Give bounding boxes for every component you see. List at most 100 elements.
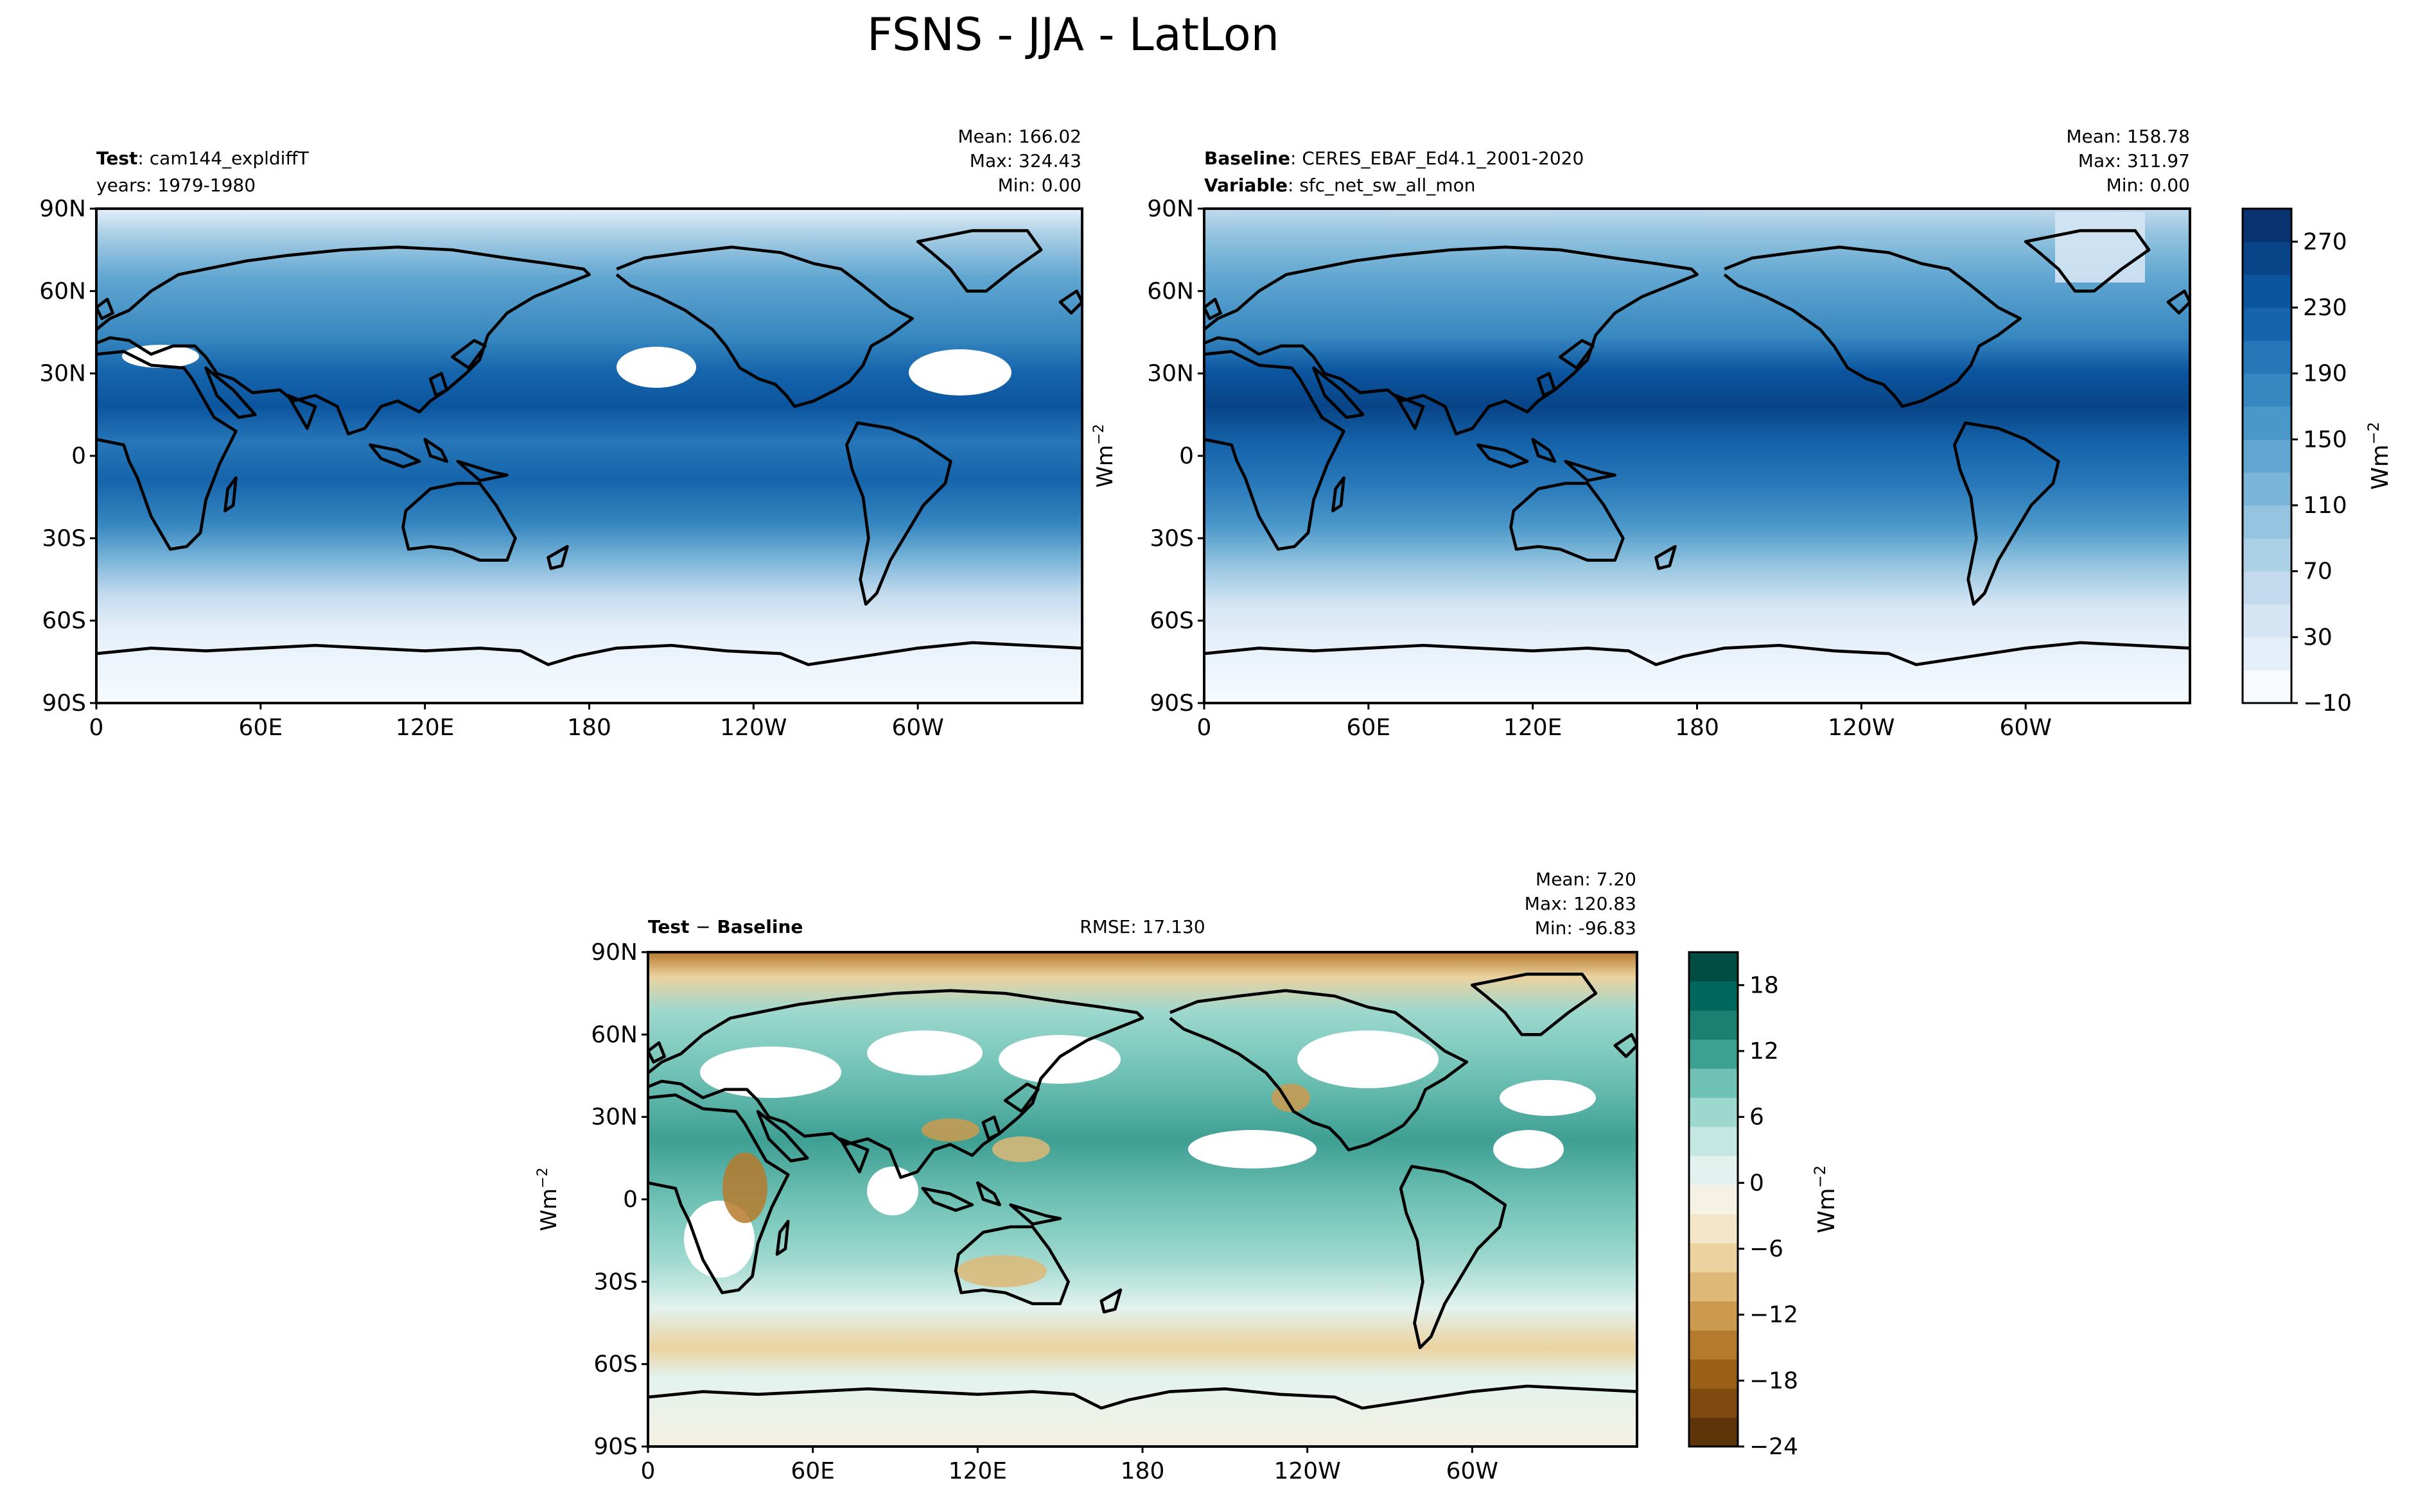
colorbar-tick-label: −18 xyxy=(1749,1368,1798,1394)
figure-title: FSNS - JJA - LatLon xyxy=(867,8,1279,61)
diff-label: Test − Baseline xyxy=(648,916,803,937)
lon-tick-label: 60E xyxy=(1347,715,1391,741)
colorbar-unit-label: Wm−2 xyxy=(2365,422,2394,490)
colorbar-main: 270 230 190 150 110 70 30 −10 Wm−2 xyxy=(2241,207,2394,717)
test-missing-atlantic xyxy=(909,349,1011,395)
colorbar-segment xyxy=(1689,1359,1738,1389)
panel-baseline: Baseline: CERES_EBAF_Ed4.1_2001-2020 Var… xyxy=(1091,126,2191,741)
lat-tick-label: 90S xyxy=(593,1434,638,1460)
test-label: Test: cam144_expldiffT xyxy=(96,148,310,169)
colorbar-tick-label: 270 xyxy=(2303,229,2347,255)
baseline-lat-ticks: 90N 60N 30N 0 30S 60S 90S xyxy=(1147,196,1204,717)
lat-tick-label: 30N xyxy=(39,361,86,387)
lon-tick-label: 60E xyxy=(791,1458,835,1484)
colorbar-tick-label: 12 xyxy=(1749,1038,1779,1064)
lon-tick-label: 120W xyxy=(1274,1458,1341,1484)
colorbar-tick-label: −10 xyxy=(2303,690,2352,717)
colorbar-segment xyxy=(2243,340,2291,374)
panel-test: Test: cam144_expldiffT years: 1979-1980 … xyxy=(39,126,1083,741)
lon-tick-label: 120E xyxy=(396,715,454,741)
colorbar-segment xyxy=(2243,571,2291,605)
diff-white-8 xyxy=(867,1167,918,1215)
test-field xyxy=(96,209,1082,703)
test-missing-med xyxy=(122,345,199,368)
lon-tick-label: 120W xyxy=(1828,715,1895,741)
diff-lat-ticks: 90N 60N 30N 0 30S 60S 90S xyxy=(591,939,648,1460)
colorbar-segment xyxy=(1689,1185,1738,1215)
colorbar-tick-label: 190 xyxy=(2303,361,2347,387)
lat-tick-label: 90N xyxy=(39,196,86,222)
colorbar-tick-label: 230 xyxy=(2303,295,2347,321)
colorbar-segment xyxy=(2243,308,2291,341)
colorbar-segment xyxy=(1689,1388,1738,1418)
colorbar-tick-label: 150 xyxy=(2303,426,2347,453)
lat-tick-label: 0 xyxy=(71,443,86,469)
lon-tick-label: 60E xyxy=(239,715,283,741)
panel-diff: Test − Baseline RMSE: 17.130 Mean: 7.20 … xyxy=(535,869,1638,1484)
colorbar-segment xyxy=(2243,209,2291,242)
colorbar-segment xyxy=(2243,670,2291,704)
diff-white-2 xyxy=(867,1030,983,1075)
colorbar-segment xyxy=(1689,1213,1738,1244)
lat-tick-label: 60S xyxy=(42,608,86,634)
colorbar-segment xyxy=(2243,439,2291,473)
diff-white-3 xyxy=(999,1035,1121,1084)
lon-tick-label: 120W xyxy=(720,715,787,741)
colorbar-segment xyxy=(1689,1301,1738,1331)
colorbar-segment xyxy=(1689,1330,1738,1360)
colorbar-segment xyxy=(1689,1039,1738,1069)
baseline-lon-ticks: 0 60E 120E 180 120W 60W xyxy=(1197,703,2052,741)
diff-rmse: RMSE: 17.130 xyxy=(1080,916,1205,937)
diff-white-4 xyxy=(1297,1030,1439,1088)
lat-tick-label: 30S xyxy=(42,525,86,552)
colorbar-segment xyxy=(1689,1272,1738,1302)
colorbar-segment xyxy=(2243,241,2291,275)
baseline-min: Min: 0.00 xyxy=(2106,175,2190,196)
lon-tick-label: 60W xyxy=(891,715,943,741)
lon-tick-label: 180 xyxy=(567,715,611,741)
lat-tick-label: 90N xyxy=(591,939,638,966)
colorbar-segment xyxy=(2243,505,2291,539)
lat-tick-label: 60N xyxy=(591,1021,638,1048)
colorbar-segment xyxy=(1689,1126,1738,1156)
colorbar-segment xyxy=(1689,1242,1738,1273)
side-unit-label-bottom: Wm−2 xyxy=(535,1167,562,1231)
lat-tick-label: 90S xyxy=(1150,690,1194,717)
lon-tick-label: 180 xyxy=(1121,1458,1165,1484)
lon-tick-label: 0 xyxy=(1197,715,1212,741)
lat-tick-label: 60N xyxy=(39,278,86,304)
diff-mean: Mean: 7.20 xyxy=(1536,869,1636,890)
diff-field xyxy=(648,952,1637,1447)
colorbar-frame xyxy=(1688,951,1739,1448)
colorbar-segment xyxy=(1689,1097,1738,1127)
colorbar-segment xyxy=(2243,274,2291,308)
colorbar-segment xyxy=(1689,952,1738,982)
test-missing-pacific xyxy=(617,347,696,388)
baseline-max: Max: 311.97 xyxy=(2078,150,2190,171)
lat-tick-label: 60N xyxy=(1147,278,1194,304)
lat-tick-label: 90S xyxy=(42,690,86,717)
colorbar-tick-label: 18 xyxy=(1749,972,1779,998)
colorbar-segment xyxy=(2243,472,2291,506)
diff-min: Min: -96.83 xyxy=(1535,917,1636,939)
lat-tick-label: 30N xyxy=(1147,361,1194,387)
colorbar-tick-label: 110 xyxy=(2303,492,2347,519)
colorbar-segment xyxy=(1689,1156,1738,1185)
lon-tick-label: 0 xyxy=(89,715,104,741)
colorbar-tick-label: 30 xyxy=(2303,624,2333,650)
test-lat-ticks: 90N 60N 30N 0 30S 60S 90S xyxy=(39,196,96,717)
colorbar-segment xyxy=(1689,981,1738,1011)
colorbar-segment xyxy=(1689,1010,1738,1040)
colorbar-segment xyxy=(2243,406,2291,440)
lon-tick-label: 180 xyxy=(1675,715,1719,741)
lat-tick-label: 60S xyxy=(1150,608,1194,634)
test-max: Max: 324.43 xyxy=(970,150,1081,171)
diff-white-6 xyxy=(1493,1130,1564,1169)
lon-tick-label: 120E xyxy=(1503,715,1562,741)
baseline-mean: Mean: 158.78 xyxy=(2066,126,2190,147)
lat-tick-label: 30S xyxy=(1150,525,1194,552)
colorbar-tick-label: 70 xyxy=(2303,559,2333,585)
lon-tick-label: 60W xyxy=(1999,715,2051,741)
colorbar-segment xyxy=(2243,538,2291,572)
